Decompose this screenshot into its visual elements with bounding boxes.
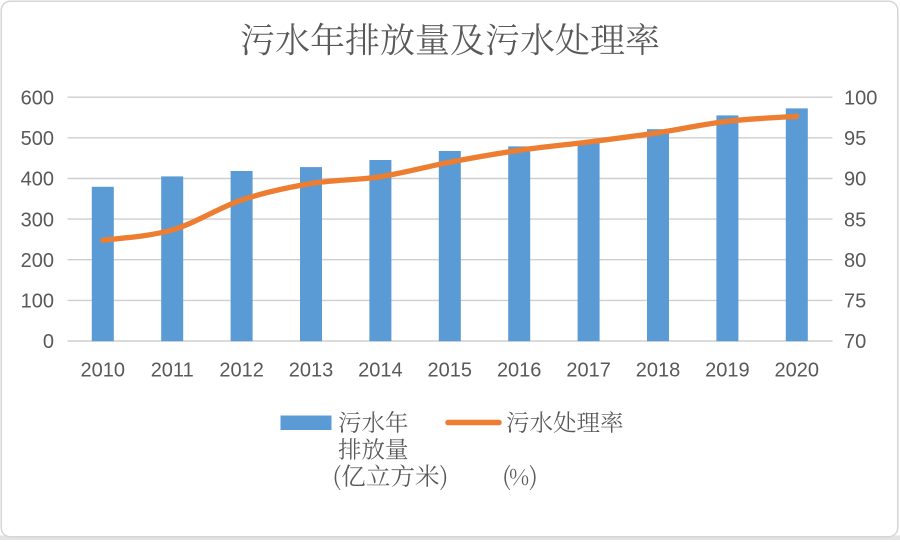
svg-text:600: 600 (21, 87, 54, 109)
svg-text:2012: 2012 (219, 360, 264, 382)
svg-text:2014: 2014 (358, 360, 403, 382)
svg-text:90: 90 (844, 169, 866, 191)
svg-text:2017: 2017 (566, 360, 611, 382)
svg-text:2011: 2011 (151, 360, 194, 382)
svg-text:100: 100 (844, 87, 877, 109)
svg-text:75: 75 (844, 291, 866, 313)
svg-text:400: 400 (21, 169, 54, 191)
svg-text:100: 100 (21, 291, 54, 313)
svg-text:300: 300 (21, 209, 54, 231)
svg-text:0: 0 (43, 331, 54, 353)
svg-text:80: 80 (844, 250, 866, 272)
svg-text:85: 85 (844, 209, 866, 231)
svg-text:2020: 2020 (775, 360, 820, 382)
svg-text:95: 95 (844, 128, 866, 150)
svg-text:500: 500 (21, 128, 54, 150)
svg-text:2019: 2019 (705, 360, 750, 382)
svg-text:2018: 2018 (636, 360, 681, 382)
svg-text:2013: 2013 (289, 360, 334, 382)
svg-text:200: 200 (21, 250, 54, 272)
svg-text:2010: 2010 (81, 360, 126, 382)
svg-text:70: 70 (844, 331, 866, 353)
svg-text:2015: 2015 (428, 360, 473, 382)
svg-text:2016: 2016 (497, 360, 542, 382)
